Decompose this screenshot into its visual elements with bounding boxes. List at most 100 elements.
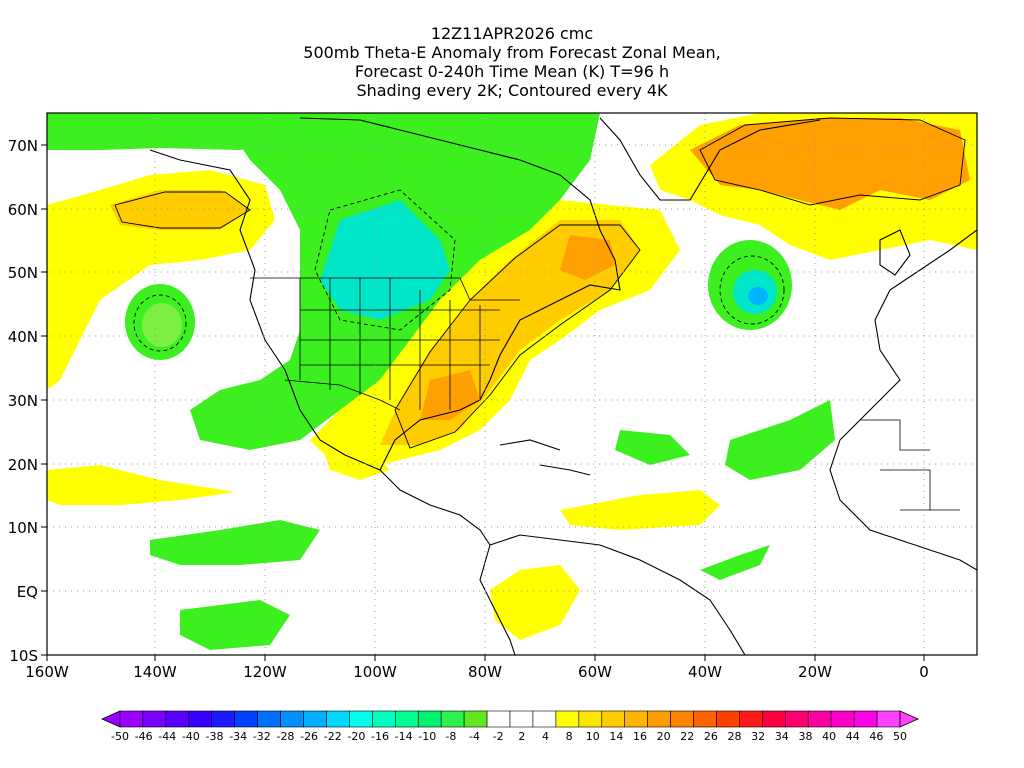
colorbar-label: 14 <box>609 730 623 743</box>
title-line-1: 12Z11APR2026 cmc <box>430 24 594 43</box>
colorbar-swatch <box>486 710 511 728</box>
anomaly-region-yellow-pacific-trop <box>47 465 235 505</box>
colorbar-swatch <box>417 710 442 728</box>
lat-label: 40N <box>8 328 38 346</box>
map-frame <box>46 112 978 656</box>
lat-label: 20N <box>8 456 38 474</box>
colorbar-label: 34 <box>775 730 789 743</box>
colorbar-swatch <box>532 710 557 728</box>
lon-label: 20W <box>798 663 832 681</box>
lat-label: 50N <box>8 264 38 282</box>
contour-east-warm <box>394 224 641 449</box>
colorbar-label: 2 <box>518 730 525 743</box>
coastline-south-america <box>479 534 746 655</box>
anomaly-region-orange-greenland <box>690 118 970 210</box>
colorbar-label: 16 <box>633 730 647 743</box>
graticule <box>47 113 977 655</box>
lon-label: 0 <box>919 663 929 681</box>
colorbar-label: -10 <box>418 730 436 743</box>
anomaly-region-yellow-midatlantic <box>560 490 720 530</box>
colorbar-label: -14 <box>395 730 413 743</box>
lat-labels: 10S EQ 10N 20N 30N 40N 50N 60N 70N <box>8 137 38 665</box>
anomaly-region-green-gulf <box>615 430 690 465</box>
colorbar-label: 10 <box>586 730 600 743</box>
lat-label: EQ <box>17 583 38 601</box>
colorbar-swatch <box>762 710 786 728</box>
anomaly-region-green-atl-trop <box>700 545 770 580</box>
colorbar-arrow-left <box>101 710 121 728</box>
colorbar-swatch <box>303 710 327 728</box>
colorbar: -50 -46 -44 -40 -38 -34 -32 -28 -26 -22 -20 -16 -14-… <box>101 710 919 743</box>
colorbar-label: -2 <box>493 730 504 743</box>
colorbar-swatch <box>509 710 534 728</box>
title-line-3: Forecast 0-240h Time Mean (K) T=96 h <box>354 62 670 81</box>
colorbar-swatch <box>211 710 236 728</box>
lat-label: 10N <box>8 519 38 537</box>
colorbar-swatch <box>853 710 878 728</box>
lon-label: 60W <box>578 663 612 681</box>
colorbar-label: 20 <box>657 730 671 743</box>
colorbar-swatch <box>830 710 855 728</box>
contour-alaska-warm <box>114 191 251 229</box>
colorbar-swatch <box>280 710 304 728</box>
colorbar-swatch <box>440 710 465 728</box>
contour-layer <box>114 117 966 449</box>
lon-label: 100W <box>353 663 397 681</box>
colorbar-swatch <box>349 710 373 728</box>
colorbar-label: -22 <box>324 730 342 743</box>
colorbar-label: 8 <box>566 730 573 743</box>
lat-label: 70N <box>8 137 38 155</box>
lon-label: 40W <box>688 663 722 681</box>
colorbar-swatch <box>257 710 281 728</box>
colorbar-label: -34 <box>229 730 247 743</box>
coastline-uk <box>879 229 911 276</box>
colorbar-swatch <box>119 710 144 728</box>
border-us-canada <box>250 277 520 301</box>
colorbar-label: -26 <box>300 730 318 743</box>
lon-label: 140W <box>133 663 177 681</box>
colorbar-swatch <box>326 710 350 728</box>
colorbar-swatch <box>876 710 901 728</box>
colorbar-swatch <box>807 710 832 728</box>
colorbar-swatch <box>578 710 603 728</box>
colorbar-swatch <box>693 710 717 728</box>
lat-label: 10S <box>9 647 38 665</box>
colorbar-label: 32 <box>751 730 765 743</box>
title-line-4: Shading every 2K; Contoured every 4K <box>356 81 668 100</box>
anomaly-region-green-midatlantic <box>725 400 835 480</box>
anomaly-region-gold-alaska <box>110 190 250 230</box>
colorbar-label: 4 <box>542 730 549 743</box>
colorbar-swatch <box>601 710 626 728</box>
colorbar-label: 50 <box>893 730 907 743</box>
colorbar-label: -4 <box>469 730 480 743</box>
colorbar-label: -20 <box>347 730 365 743</box>
lon-label: 120W <box>243 663 287 681</box>
colorbar-label: -28 <box>276 730 294 743</box>
colorbar-swatch <box>784 710 809 728</box>
colorbar-label: -8 <box>445 730 456 743</box>
colorbar-label: 28 <box>728 730 742 743</box>
colorbar-swatch <box>716 710 740 728</box>
anomaly-region-cyan-core <box>320 200 450 320</box>
colorbar-swatch <box>463 710 488 728</box>
coastline-greenland <box>599 117 821 201</box>
contour-greenland-warm <box>699 117 966 206</box>
colorbar-label: -46 <box>135 730 153 743</box>
colorbar-swatch <box>165 710 190 728</box>
lon-label: 80W <box>468 663 502 681</box>
axis-ticks <box>41 144 925 661</box>
colorbar-swatch <box>739 710 763 728</box>
colorbar-swatch <box>647 710 671 728</box>
anomaly-region-orange-east <box>420 235 615 420</box>
colorbar-swatch <box>555 710 580 728</box>
coastline-caribbean <box>499 439 591 476</box>
anomaly-region-green-pacific-trop <box>150 520 320 565</box>
colorbar-swatch <box>188 710 213 728</box>
colorbar-swatch <box>234 710 258 728</box>
contour-atlantic-low <box>719 255 785 325</box>
colorbar-label: 26 <box>704 730 718 743</box>
lat-label: 60N <box>8 201 38 219</box>
colorbar-swatch <box>394 710 419 728</box>
anomaly-region-lightgreen-pacific-low <box>142 303 182 347</box>
colorbar-label: 38 <box>798 730 812 743</box>
